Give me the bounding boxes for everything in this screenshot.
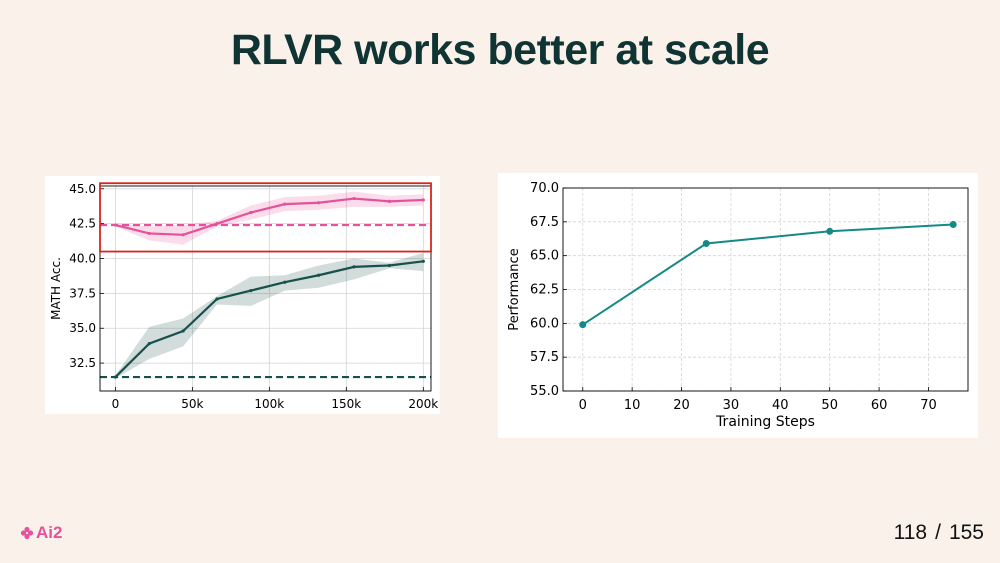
y-axis-title: Performance	[507, 248, 522, 330]
x-tick-label: 50	[821, 398, 838, 413]
data-point-1	[283, 280, 287, 284]
page-current: 118	[893, 521, 928, 544]
performance-chart-panel: 0 10 20 30 40 50 60 70 55.0 57.5 60.0 62.5 65.0 67.5 7…	[498, 173, 978, 438]
data-point-0	[181, 233, 185, 237]
x-axis-title: Training Steps	[715, 414, 815, 430]
x-tick-label: 50k	[181, 397, 203, 411]
series-line-0	[115, 197, 424, 236]
y-tick-label: 37.5	[69, 286, 96, 300]
data-point-0	[317, 201, 321, 205]
data-point-1	[249, 288, 253, 293]
y-tick-label: 35.0	[69, 321, 96, 335]
data-point-0	[387, 199, 392, 203]
series-line-1	[114, 260, 424, 378]
math-accuracy-chart-panel: 0 50k 100k 150k 200k 32.5 35.0 37.5 40.0 42.5 45.0…	[45, 176, 440, 414]
y-tick-label: 42.5	[69, 217, 96, 231]
page-separator: /	[935, 521, 941, 544]
x-tick-label: 60	[871, 398, 888, 413]
x-tick-label: 40	[772, 398, 789, 413]
y-tick-label: 55.0	[530, 384, 559, 399]
data-point-1	[181, 329, 185, 333]
y-axis-title: MATH Acc.	[49, 257, 63, 320]
y-tick-label: 57.5	[530, 350, 559, 365]
data-point-0	[283, 202, 287, 206]
data-point-0	[215, 222, 219, 226]
data-point-1	[113, 375, 117, 379]
data-point-0	[147, 231, 151, 236]
y-tick-label: 65.0	[530, 249, 559, 264]
y-tick-label: 70.0	[530, 181, 559, 196]
data-point-0	[249, 210, 253, 215]
data-point-1	[352, 265, 356, 269]
math-accuracy-chart: 0 50k 100k 150k 200k 32.5 35.0 37.5 40.0 42.5 45.0…	[49, 182, 438, 411]
page-total: 155	[948, 521, 984, 544]
logo-text: Ai2	[36, 523, 63, 542]
data-point-0	[702, 239, 710, 247]
data-point-1	[317, 273, 321, 277]
series-line-0	[582, 223, 954, 326]
data-point-0	[579, 321, 587, 329]
data-point-0	[826, 227, 834, 235]
data-point-1	[421, 259, 425, 263]
data-point-0	[949, 221, 957, 229]
y-tick-label: 62.5	[530, 283, 559, 298]
plot-frame	[99, 185, 432, 392]
slide-title: RLVR works better at scale	[230, 26, 770, 74]
data-point-1	[387, 263, 392, 268]
y-tick-label: 40.0	[69, 252, 96, 266]
y-tick-label: 32.5	[69, 356, 96, 370]
x-tick-label: 0	[112, 397, 120, 411]
page-number: 118 / 155	[894, 521, 984, 545]
y-tick-label: 45.0	[69, 182, 96, 196]
highlight-box	[99, 182, 432, 253]
y-tick-label: 67.5	[530, 215, 559, 230]
x-tick-label: 0	[579, 398, 587, 413]
data-point-1	[215, 297, 219, 301]
performance-chart: 0 10 20 30 40 50 60 70 55.0 57.5 60.0 62.5 65.0 67.5 7…	[507, 181, 969, 430]
ai2-logo: Ai2	[20, 523, 62, 543]
data-point-1	[147, 341, 151, 346]
x-tick-label: 30	[723, 398, 740, 413]
data-point-0	[421, 198, 425, 202]
x-tick-label: 70	[920, 398, 937, 413]
x-tick-label: 150k	[331, 397, 361, 411]
x-tick-label: 100k	[254, 397, 284, 411]
x-tick-label: 200k	[408, 397, 438, 411]
data-point-0	[352, 196, 356, 201]
y-tick-label: 60.0	[530, 316, 559, 331]
data-point-0	[113, 223, 117, 227]
x-tick-label: 10	[624, 398, 641, 413]
flower-icon	[20, 526, 34, 540]
x-tick-label: 20	[673, 398, 690, 413]
